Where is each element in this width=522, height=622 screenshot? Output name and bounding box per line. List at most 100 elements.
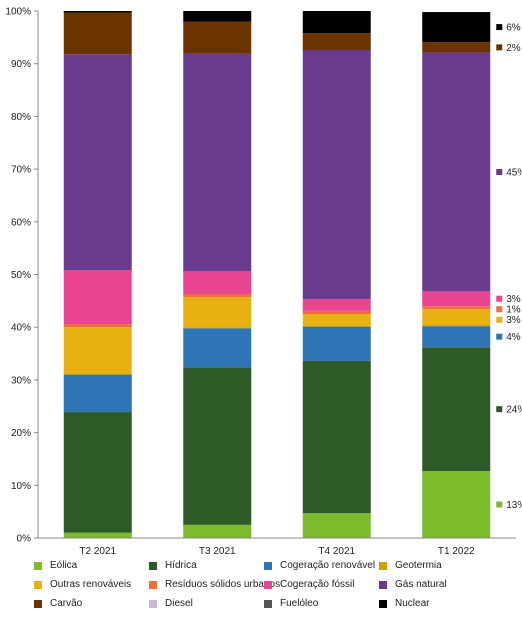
bar-segment — [302, 326, 371, 361]
legend-item: Cogeração fóssil — [264, 579, 354, 590]
bar-segment — [302, 325, 371, 327]
legend-label: Fuelóleo — [280, 598, 319, 609]
annotation-label: 3% — [506, 294, 521, 305]
annotation-label: 45% — [506, 167, 522, 178]
legend-label: Hídrica — [165, 560, 197, 571]
bar-segment — [422, 52, 491, 292]
bar-segment — [63, 12, 132, 55]
y-tick-label: 20% — [11, 428, 31, 439]
y-tick-label: 70% — [11, 165, 31, 176]
legend-item: Cogeração renovável — [264, 560, 375, 571]
legend-swatch — [379, 561, 387, 570]
bar-segment — [63, 270, 132, 325]
legend-label: Cogeração fóssil — [280, 579, 355, 590]
y-tick-label: 60% — [11, 217, 31, 228]
bar-segment — [63, 412, 132, 533]
annotation-marker — [496, 295, 503, 302]
annotation-marker — [496, 333, 503, 340]
annotation-label: 24% — [506, 405, 522, 416]
bar-segment — [183, 297, 252, 328]
legend-swatch — [379, 599, 387, 608]
legend-item: Diesel — [149, 598, 193, 609]
annotation-label: 6% — [506, 23, 521, 34]
annotation-label: 4% — [506, 332, 521, 343]
legend-item: Carvão — [34, 598, 82, 609]
bar-segment — [63, 327, 132, 374]
bar-segment — [422, 12, 491, 43]
legend-swatch — [149, 599, 157, 608]
annotation-marker — [496, 306, 503, 313]
annotation-marker — [496, 501, 503, 508]
bar-segment — [63, 374, 132, 413]
bars — [63, 11, 491, 538]
annotation-marker — [496, 44, 503, 51]
y-tick-label: 80% — [11, 112, 31, 123]
bar-segment — [63, 532, 132, 538]
y-tick-label: 10% — [11, 481, 31, 492]
bar-segment — [183, 328, 252, 368]
bar-segment — [422, 42, 491, 53]
legend-item: Fuelóleo — [264, 598, 318, 609]
legend-item: Nuclear — [379, 598, 429, 609]
legend-label: Geotermia — [395, 560, 442, 571]
annotation-marker — [496, 24, 503, 31]
bar-segment — [422, 347, 491, 472]
annotation-label: 3% — [506, 315, 521, 326]
legend-item: Eólica — [34, 560, 77, 571]
legend-swatch — [379, 580, 387, 589]
bar-segment — [63, 11, 132, 13]
legend-item: Outras renováveis — [34, 579, 131, 590]
x-tick-label: T4 2021 — [318, 546, 355, 557]
legend-swatch — [264, 599, 272, 608]
legend-swatch — [34, 561, 42, 570]
x-tick-label: T2 2021 — [79, 546, 116, 557]
bar-segment — [302, 513, 371, 538]
bar-segment — [422, 471, 491, 538]
bar-segment — [302, 49, 371, 300]
legend-label: Cogeração renovável — [280, 560, 376, 571]
bar-segment — [63, 54, 132, 271]
bar-segment — [302, 33, 371, 50]
bar-segment — [183, 21, 252, 54]
x-axis: T2 2021 T3 2021 T4 2021 T1 2022 — [38, 537, 516, 557]
y-tick-label: 100% — [5, 7, 31, 18]
bar-segment — [302, 310, 371, 315]
legend-label: Carvão — [50, 598, 83, 609]
legend-label: Diesel — [165, 598, 193, 609]
bar-segment — [183, 53, 252, 272]
legend-item: Hídrica — [149, 560, 197, 571]
bar-segment — [183, 524, 252, 538]
legend-item: Geotermia — [379, 560, 442, 571]
legend-label: Outras renováveis — [50, 579, 132, 590]
legend-label: Nuclear — [395, 598, 430, 609]
legend-swatch — [149, 561, 157, 570]
y-tick-label: 90% — [11, 59, 31, 70]
y-tick-label: 50% — [11, 270, 31, 281]
annotation-marker — [496, 316, 503, 323]
annotations: 6% 2% 45% 3%1%3% 4% 24% 13% — [496, 23, 522, 511]
bar-segment — [422, 291, 491, 307]
legend-swatch — [264, 580, 272, 589]
legend-item: Gás natural — [379, 579, 447, 590]
annotation-label: 13% — [506, 500, 522, 511]
annotation-label: 2% — [506, 43, 521, 54]
y-tick-label: 30% — [11, 375, 31, 386]
bar-segment — [422, 309, 491, 326]
bar-segment — [422, 325, 491, 327]
bar-segment — [183, 271, 252, 294]
legend-swatch — [34, 580, 42, 589]
legend-swatch — [264, 561, 272, 570]
bar-segment — [63, 373, 132, 375]
legend-label: Gás natural — [395, 579, 447, 590]
bar-segment — [422, 306, 491, 310]
bar-segment — [422, 326, 491, 348]
bar-segment — [183, 11, 252, 22]
x-tick-label: T1 2022 — [438, 546, 475, 557]
bar-segment — [302, 314, 371, 326]
annotation-marker — [496, 168, 503, 175]
bar-segment — [302, 299, 371, 311]
legend-swatch — [149, 580, 157, 589]
y-tick-label: 0% — [17, 534, 32, 545]
bar-segment — [183, 293, 252, 298]
